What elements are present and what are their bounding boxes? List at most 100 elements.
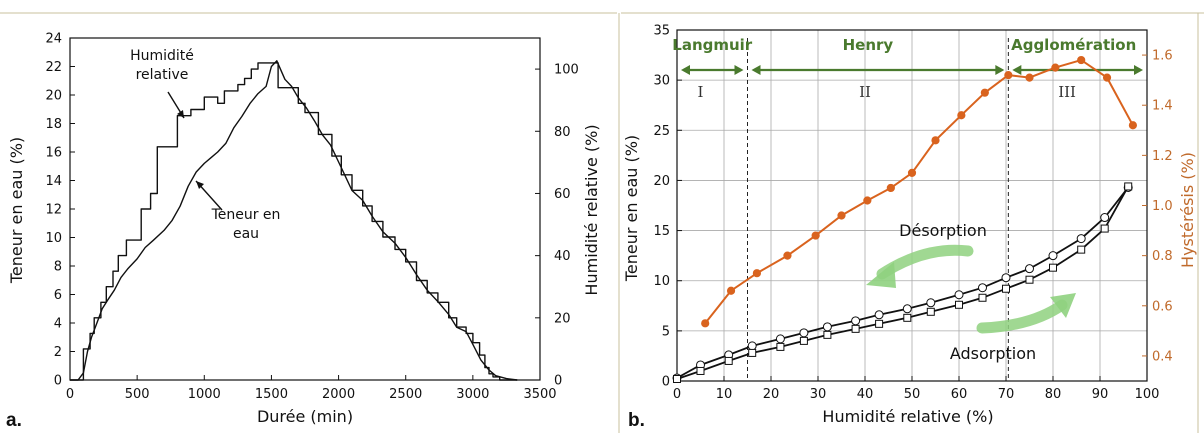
hysteresis-point bbox=[957, 111, 966, 120]
annotation-humidite: Humidité bbox=[130, 48, 194, 64]
y-tick-label-a: 6 bbox=[54, 288, 62, 303]
hysteresis-point bbox=[886, 183, 895, 193]
x-tick-label-a: 0 bbox=[66, 387, 74, 402]
annotation-relative: relative bbox=[136, 67, 189, 83]
y2-tick-label-a: 60 bbox=[554, 187, 571, 202]
x-tick-label-b: 30 bbox=[810, 387, 827, 402]
series-hysteresis bbox=[704, 59, 1134, 324]
annotation-arrowhead-teneur bbox=[196, 181, 204, 189]
panel-a: 0 500 1000 1500 2000 2500 3000 3500024681012141… bbox=[6, 32, 601, 432]
desorption-arrow bbox=[876, 244, 974, 280]
x-tick-label-a: 500 bbox=[125, 387, 150, 402]
hysteresis-point bbox=[1128, 121, 1138, 130]
y2-tick-label-b: 1.2 bbox=[1152, 149, 1173, 164]
hysteresis-point bbox=[752, 269, 762, 278]
y-tick-label-a: 0 bbox=[54, 374, 62, 389]
region-arrow-2-head-left bbox=[1012, 65, 1022, 75]
adsorption-point bbox=[926, 307, 935, 316]
series-humidite-relative bbox=[70, 62, 518, 381]
adsorption-point bbox=[1049, 263, 1057, 272]
x-tick-label-b: 100 bbox=[1135, 387, 1160, 402]
adsorption-point bbox=[1124, 182, 1133, 191]
x-tick-label-a: 2000 bbox=[322, 387, 355, 402]
y-tick-label-a: 16 bbox=[45, 146, 62, 161]
adsorption-point bbox=[776, 342, 785, 351]
y-tick-label-b: 30 bbox=[653, 74, 670, 89]
y-tick-label-a: 20 bbox=[45, 89, 62, 104]
y-tick-label-a: 14 bbox=[45, 174, 62, 189]
panel-label-b: b. bbox=[628, 410, 645, 431]
y-tick-label-a: 8 bbox=[54, 260, 62, 275]
adsorption-point bbox=[724, 356, 733, 365]
y2-tick-label-a: 0 bbox=[554, 374, 562, 389]
y2-tick-label-b: 0.4 bbox=[1152, 349, 1173, 364]
annotation-adsorption: Adsorption bbox=[950, 344, 1036, 363]
adsorption-point bbox=[875, 319, 884, 328]
y-tick-label-b: 10 bbox=[653, 274, 670, 289]
desorption-point bbox=[926, 298, 936, 308]
y-tick-label-b: 15 bbox=[653, 224, 670, 239]
y-axis-label-a: Teneur en eau (%) bbox=[7, 137, 26, 284]
y-tick-label-a: 18 bbox=[45, 117, 62, 132]
desorption-point bbox=[1048, 251, 1058, 261]
y2-tick-label-a: 100 bbox=[554, 63, 579, 78]
x-tick-label-b: 70 bbox=[998, 387, 1015, 402]
panel-b: 0 10 20 30 40 50 60 70 80 90 100 0 5 10 15 20 25 30 35 0.4 0… bbox=[622, 24, 1197, 432]
hysteresis-point bbox=[811, 231, 820, 240]
region-arrow-2-head-right bbox=[1134, 65, 1143, 75]
hysteresis-point bbox=[1004, 71, 1013, 80]
x-tick-label-b: 20 bbox=[763, 387, 780, 402]
x-tick-label-b: 0 bbox=[673, 387, 681, 402]
desorption-point bbox=[1100, 213, 1110, 223]
desorption-point bbox=[1001, 273, 1011, 283]
hysteresis-point bbox=[1025, 73, 1034, 82]
desorption-point bbox=[1025, 264, 1034, 274]
adsorption-point bbox=[955, 300, 963, 309]
region-label-2: Agglomération bbox=[1011, 36, 1136, 54]
adsorption-point bbox=[1077, 245, 1086, 254]
hysteresis-point bbox=[863, 196, 872, 205]
region-roman-2: III bbox=[1058, 83, 1076, 101]
region-arrow-1-head-left bbox=[751, 65, 761, 75]
adsorption-point bbox=[903, 313, 912, 322]
desorption-point bbox=[954, 290, 964, 300]
adsorption-arrowhead bbox=[1050, 293, 1076, 318]
region-arrow-1-head-right bbox=[995, 65, 1005, 75]
x-tick-label-a: 1500 bbox=[255, 387, 288, 402]
y2-axis-label-a: Humidité relative (%) bbox=[582, 124, 601, 295]
x-tick-label-b: 60 bbox=[951, 387, 968, 402]
x-axis-label-b: Humidité relative (%) bbox=[822, 407, 993, 426]
desorption-point bbox=[874, 310, 884, 320]
desorption-point bbox=[799, 328, 809, 338]
adsorption-point bbox=[1025, 275, 1034, 284]
region-roman-0: I bbox=[698, 83, 704, 101]
y2-tick-label-a: 40 bbox=[554, 249, 571, 264]
x-tick-label-a: 3000 bbox=[456, 387, 489, 402]
adsorption-point bbox=[696, 366, 705, 375]
desorption-point bbox=[902, 304, 912, 314]
adsorption-point bbox=[673, 374, 681, 383]
region-label-0: Langmuir bbox=[672, 36, 753, 54]
hysteresis-point bbox=[726, 286, 736, 295]
desorption-point bbox=[775, 334, 785, 344]
adsorption-point bbox=[823, 330, 832, 339]
desorption-point bbox=[851, 316, 861, 326]
y-tick-label-b: 35 bbox=[653, 24, 670, 39]
desorption-point bbox=[1076, 234, 1086, 244]
desorption-point bbox=[822, 322, 832, 332]
annotation-arrowhead-humidite bbox=[177, 110, 184, 118]
y-tick-label-a: 22 bbox=[45, 60, 62, 75]
region-arrow-0-head-right bbox=[734, 65, 744, 75]
series-adsorption bbox=[676, 185, 1129, 380]
x-tick-label-b: 40 bbox=[857, 387, 874, 402]
region-roman-1: II bbox=[859, 83, 871, 101]
y2-tick-label-b: 1.6 bbox=[1152, 49, 1173, 64]
x-tick-label-a: 1000 bbox=[188, 387, 221, 402]
region-label-1: Henry bbox=[843, 36, 894, 54]
adsorption-point bbox=[748, 348, 757, 357]
adsorption-arrow bbox=[976, 299, 1068, 334]
adsorption-point bbox=[1002, 284, 1010, 293]
hysteresis-point bbox=[1077, 55, 1086, 65]
desorption-point bbox=[978, 283, 987, 293]
